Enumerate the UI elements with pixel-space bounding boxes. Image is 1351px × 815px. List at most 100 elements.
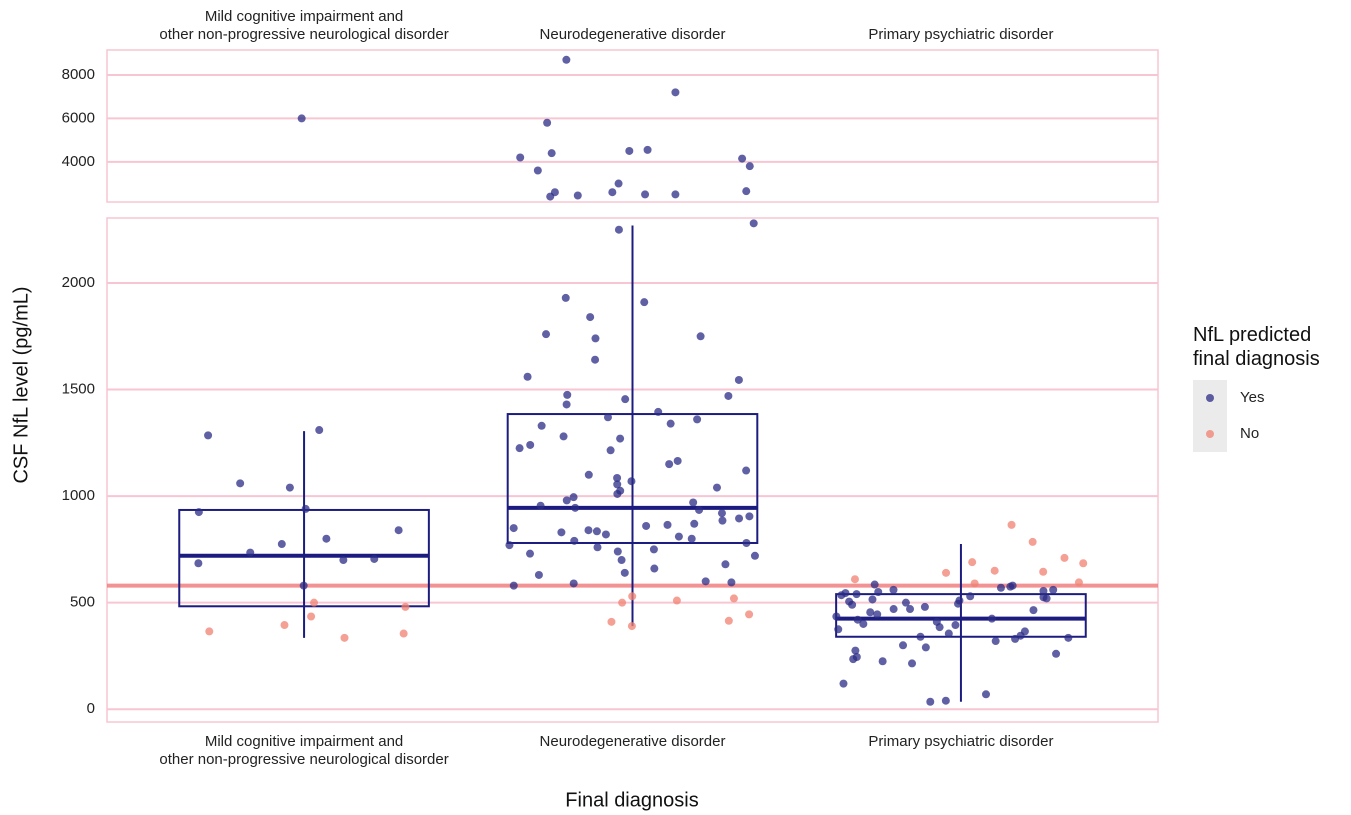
point	[370, 554, 379, 563]
point	[672, 596, 681, 605]
point	[717, 509, 726, 518]
point	[951, 621, 960, 630]
point	[729, 594, 738, 603]
point	[1074, 578, 1083, 587]
point	[834, 625, 843, 634]
point	[839, 679, 848, 688]
point	[641, 190, 650, 199]
point	[859, 619, 868, 628]
point	[533, 166, 542, 175]
point	[509, 581, 518, 590]
point	[671, 190, 680, 199]
point	[944, 629, 953, 638]
y-tick-label: 4000	[62, 153, 95, 170]
point	[735, 514, 744, 523]
legend-marker	[1206, 394, 1214, 402]
point	[307, 612, 316, 621]
point	[607, 617, 616, 626]
point	[666, 419, 675, 428]
point	[516, 153, 525, 162]
point	[674, 532, 683, 541]
boxes	[178, 225, 1087, 702]
point	[689, 498, 698, 507]
x-axis-title: Final diagnosis	[565, 789, 698, 811]
point	[246, 548, 255, 557]
legend-label: No	[1240, 425, 1259, 442]
point	[236, 479, 245, 488]
panel-border	[106, 49, 1159, 203]
point	[194, 559, 203, 568]
point	[738, 154, 747, 163]
point	[614, 179, 623, 188]
point	[650, 564, 659, 573]
point	[1011, 634, 1020, 643]
point	[640, 298, 649, 307]
point	[849, 655, 858, 664]
point	[620, 568, 629, 577]
strip-label: Primary psychiatric disorder	[868, 26, 1054, 43]
legend-marker	[1206, 430, 1214, 438]
point	[592, 527, 601, 536]
point	[277, 540, 286, 549]
point	[613, 473, 622, 482]
point	[935, 623, 944, 632]
point	[205, 627, 214, 636]
point	[742, 187, 751, 196]
point	[515, 444, 524, 453]
point	[712, 483, 721, 492]
point	[848, 600, 857, 609]
point	[536, 501, 545, 510]
point	[696, 332, 705, 341]
point	[724, 391, 733, 400]
point	[1064, 633, 1073, 642]
point	[204, 431, 213, 440]
point	[394, 526, 403, 535]
point	[562, 55, 571, 64]
point	[745, 512, 754, 521]
y-tick-label: 1000	[62, 487, 95, 504]
point	[750, 551, 759, 560]
point	[954, 599, 963, 608]
point	[990, 566, 999, 575]
point	[616, 434, 625, 443]
point	[534, 570, 543, 579]
point	[853, 615, 862, 624]
point	[608, 188, 617, 197]
point	[562, 400, 571, 409]
point	[625, 146, 634, 155]
y-tick-label: 8000	[62, 66, 95, 83]
point	[718, 516, 727, 525]
point	[297, 114, 306, 123]
point	[870, 580, 879, 589]
point	[926, 697, 935, 706]
y-axis-title: CSF NfL level (pg/mL)	[10, 286, 32, 483]
y-tick-label: 1500	[62, 381, 95, 398]
box-body	[178, 508, 430, 608]
box-body	[506, 413, 759, 544]
point	[889, 605, 898, 614]
point	[721, 560, 730, 569]
point	[299, 581, 308, 590]
point	[852, 590, 861, 599]
y-tick-label: 500	[70, 594, 95, 611]
point	[301, 504, 310, 513]
point	[996, 583, 1005, 592]
point	[547, 149, 556, 158]
point	[613, 547, 622, 556]
point	[1079, 559, 1088, 568]
point	[970, 579, 979, 588]
point	[591, 355, 600, 364]
point	[628, 592, 637, 601]
point	[966, 592, 975, 601]
point	[991, 637, 1000, 646]
point	[899, 641, 908, 650]
point	[1049, 585, 1058, 594]
point	[546, 192, 555, 201]
y-tick-label: 6000	[62, 109, 95, 126]
point	[617, 556, 626, 565]
point	[832, 612, 841, 621]
point	[742, 466, 751, 475]
point	[1039, 586, 1048, 595]
point	[1039, 567, 1048, 576]
